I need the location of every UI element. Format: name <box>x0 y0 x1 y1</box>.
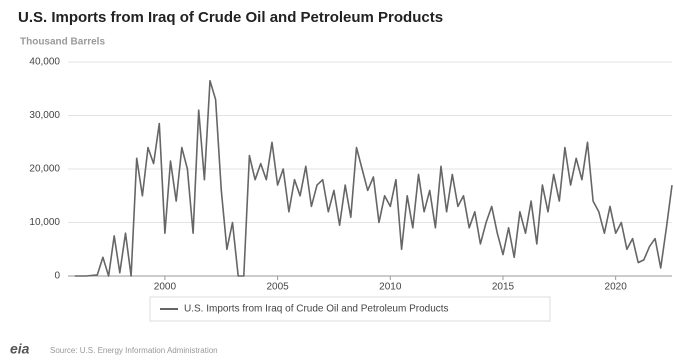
y-tick-label: 30,000 <box>29 110 60 121</box>
series-line <box>74 79 673 277</box>
y-tick-label: 10,000 <box>29 217 60 228</box>
x-tick-label: 2015 <box>492 282 515 293</box>
chart-subtitle: Thousand Barrels <box>20 37 105 48</box>
chart-title: U.S. Imports from Iraq of Crude Oil and … <box>18 9 443 26</box>
y-tick-label: 40,000 <box>29 57 60 68</box>
x-tick-label: 2000 <box>154 282 177 293</box>
logo: eia <box>10 341 30 357</box>
y-tick-label: 0 <box>54 271 60 282</box>
y-tick-label: 20,000 <box>29 164 60 175</box>
legend-label: U.S. Imports from Iraq of Crude Oil and … <box>184 304 449 315</box>
source: Source: U.S. Energy Information Administ… <box>50 346 218 355</box>
x-tick-label: 2010 <box>379 282 402 293</box>
x-tick-label: 2020 <box>605 282 628 293</box>
x-tick-label: 2005 <box>266 282 289 293</box>
legend-box <box>149 296 551 322</box>
